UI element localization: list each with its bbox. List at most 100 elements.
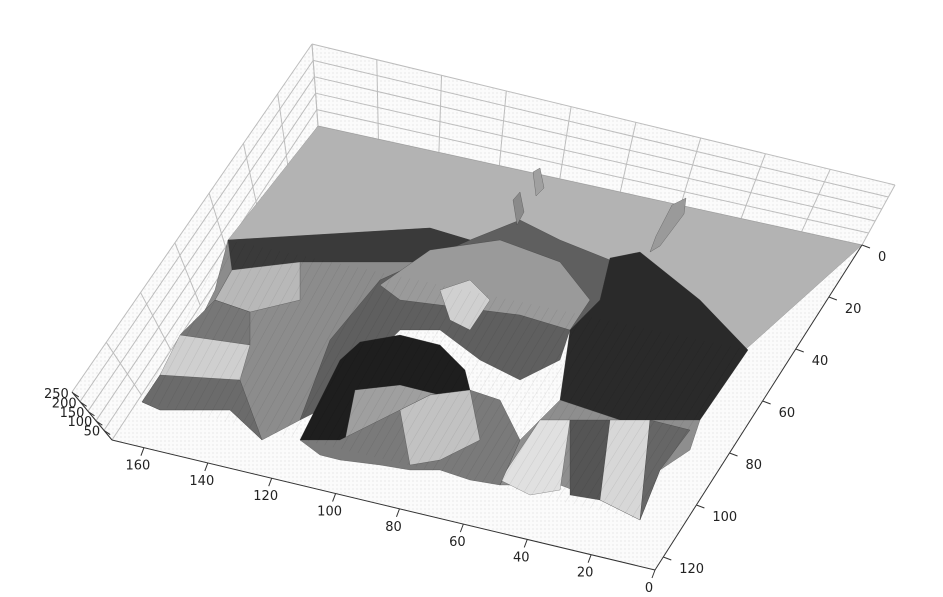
y-tick-label: 120 — [679, 562, 704, 577]
mesh-line — [249, 263, 341, 428]
x-tick-mark — [587, 554, 592, 563]
mesh-line — [423, 302, 523, 470]
surface-mesh — [141, 167, 749, 521]
mesh-line — [365, 289, 463, 456]
mesh-line — [573, 335, 679, 505]
z-tick-label: 200 — [52, 396, 77, 411]
mesh-line — [216, 256, 307, 420]
mesh-line — [208, 254, 298, 418]
x-tick-mark — [204, 462, 209, 472]
y-tick-mark — [828, 296, 838, 301]
mesh-line — [349, 285, 445, 452]
mesh-line — [540, 327, 645, 497]
mesh-line — [457, 309, 558, 477]
y-tick-mark — [696, 504, 705, 509]
grid-lines — [71, 43, 896, 441]
surface-patch — [399, 389, 481, 466]
mesh-line — [357, 287, 454, 454]
mesh-line — [473, 313, 575, 481]
surface-patch — [214, 261, 301, 313]
mesh-line — [631, 348, 740, 519]
x-tick-label: 140 — [189, 474, 214, 489]
mesh-line — [448, 307, 549, 475]
mesh-line — [390, 294, 489, 462]
x-tick-label: 0 — [645, 581, 653, 596]
mesh-line — [233, 260, 324, 424]
x-tick-mark — [332, 493, 337, 502]
x-tick-mark — [268, 478, 273, 487]
mesh-line — [299, 274, 393, 440]
z-tick-mark — [103, 430, 111, 436]
y-tick-label: 100 — [712, 510, 737, 525]
mesh-line — [482, 315, 584, 483]
mesh-line — [174, 247, 263, 411]
x-axis-ticks: 0 20 40 60 80 100 120 140 160 — [126, 447, 656, 596]
mesh-line — [415, 300, 515, 468]
x-tick-mark — [523, 539, 528, 548]
z-tick-label: 100 — [67, 415, 92, 430]
mesh-line — [141, 239, 229, 403]
mesh-line — [548, 329, 653, 499]
x-tick-mark — [459, 523, 464, 533]
y-axis-ticks: 0 20 40 60 80 100 120 — [663, 244, 886, 577]
mesh-line — [332, 282, 428, 448]
mesh-line — [199, 252, 289, 416]
mesh-line — [183, 249, 272, 412]
mesh-line — [606, 342, 714, 513]
surface-patch — [499, 419, 571, 496]
y-tick-mark — [861, 244, 871, 249]
y-axis-line — [654, 244, 863, 571]
y-tick-mark — [663, 556, 672, 561]
mesh-line — [432, 304, 532, 471]
x-tick-label: 40 — [513, 550, 530, 565]
z-tick-mark — [72, 392, 80, 398]
x-tick-label: 60 — [449, 535, 466, 550]
mesh-line — [324, 280, 419, 446]
mesh-line — [257, 265, 350, 430]
x-tick-mark — [396, 508, 400, 517]
mesh-line — [614, 344, 723, 515]
mesh-line — [498, 318, 601, 487]
y-tick-mark — [795, 348, 804, 353]
x-tick-label: 80 — [385, 520, 402, 535]
mesh-line — [399, 296, 497, 464]
y-tick-label: 80 — [746, 458, 763, 473]
x-tick-mark — [651, 569, 656, 579]
mesh-line — [531, 326, 636, 495]
surface-patch — [379, 239, 591, 331]
mesh-line — [465, 311, 567, 479]
surface-patch — [141, 374, 263, 441]
y-tick-mark — [729, 452, 738, 457]
z-tick-mark — [80, 401, 87, 407]
mesh-line — [291, 272, 385, 438]
mesh-line — [515, 322, 619, 491]
mesh-line — [340, 283, 437, 450]
mesh-line — [407, 298, 506, 466]
mesh-line — [274, 269, 367, 434]
z-tick-label: 150 — [60, 406, 85, 421]
mesh-line — [191, 250, 281, 414]
mesh-line — [565, 333, 671, 503]
x-axis-line — [111, 439, 656, 571]
mesh-line — [307, 276, 402, 442]
z-tick-label: 250 — [44, 387, 69, 402]
mesh-line — [623, 346, 731, 517]
surface-patch — [512, 191, 525, 226]
mesh-line — [158, 243, 246, 407]
z-tick-mark — [88, 411, 95, 417]
mesh-line — [241, 261, 333, 426]
mesh-line — [581, 337, 688, 507]
x-tick-label: 120 — [253, 489, 278, 504]
z-axis-line — [71, 391, 113, 441]
x-tick-label: 160 — [126, 459, 151, 474]
mesh-line — [556, 331, 662, 501]
surface-patch — [649, 197, 687, 253]
surface-patch — [639, 419, 691, 521]
mesh-line — [266, 267, 359, 432]
mesh-line — [166, 245, 255, 409]
mesh-line — [382, 293, 480, 460]
x-tick-label: 20 — [577, 566, 594, 581]
mesh-line — [598, 340, 705, 511]
